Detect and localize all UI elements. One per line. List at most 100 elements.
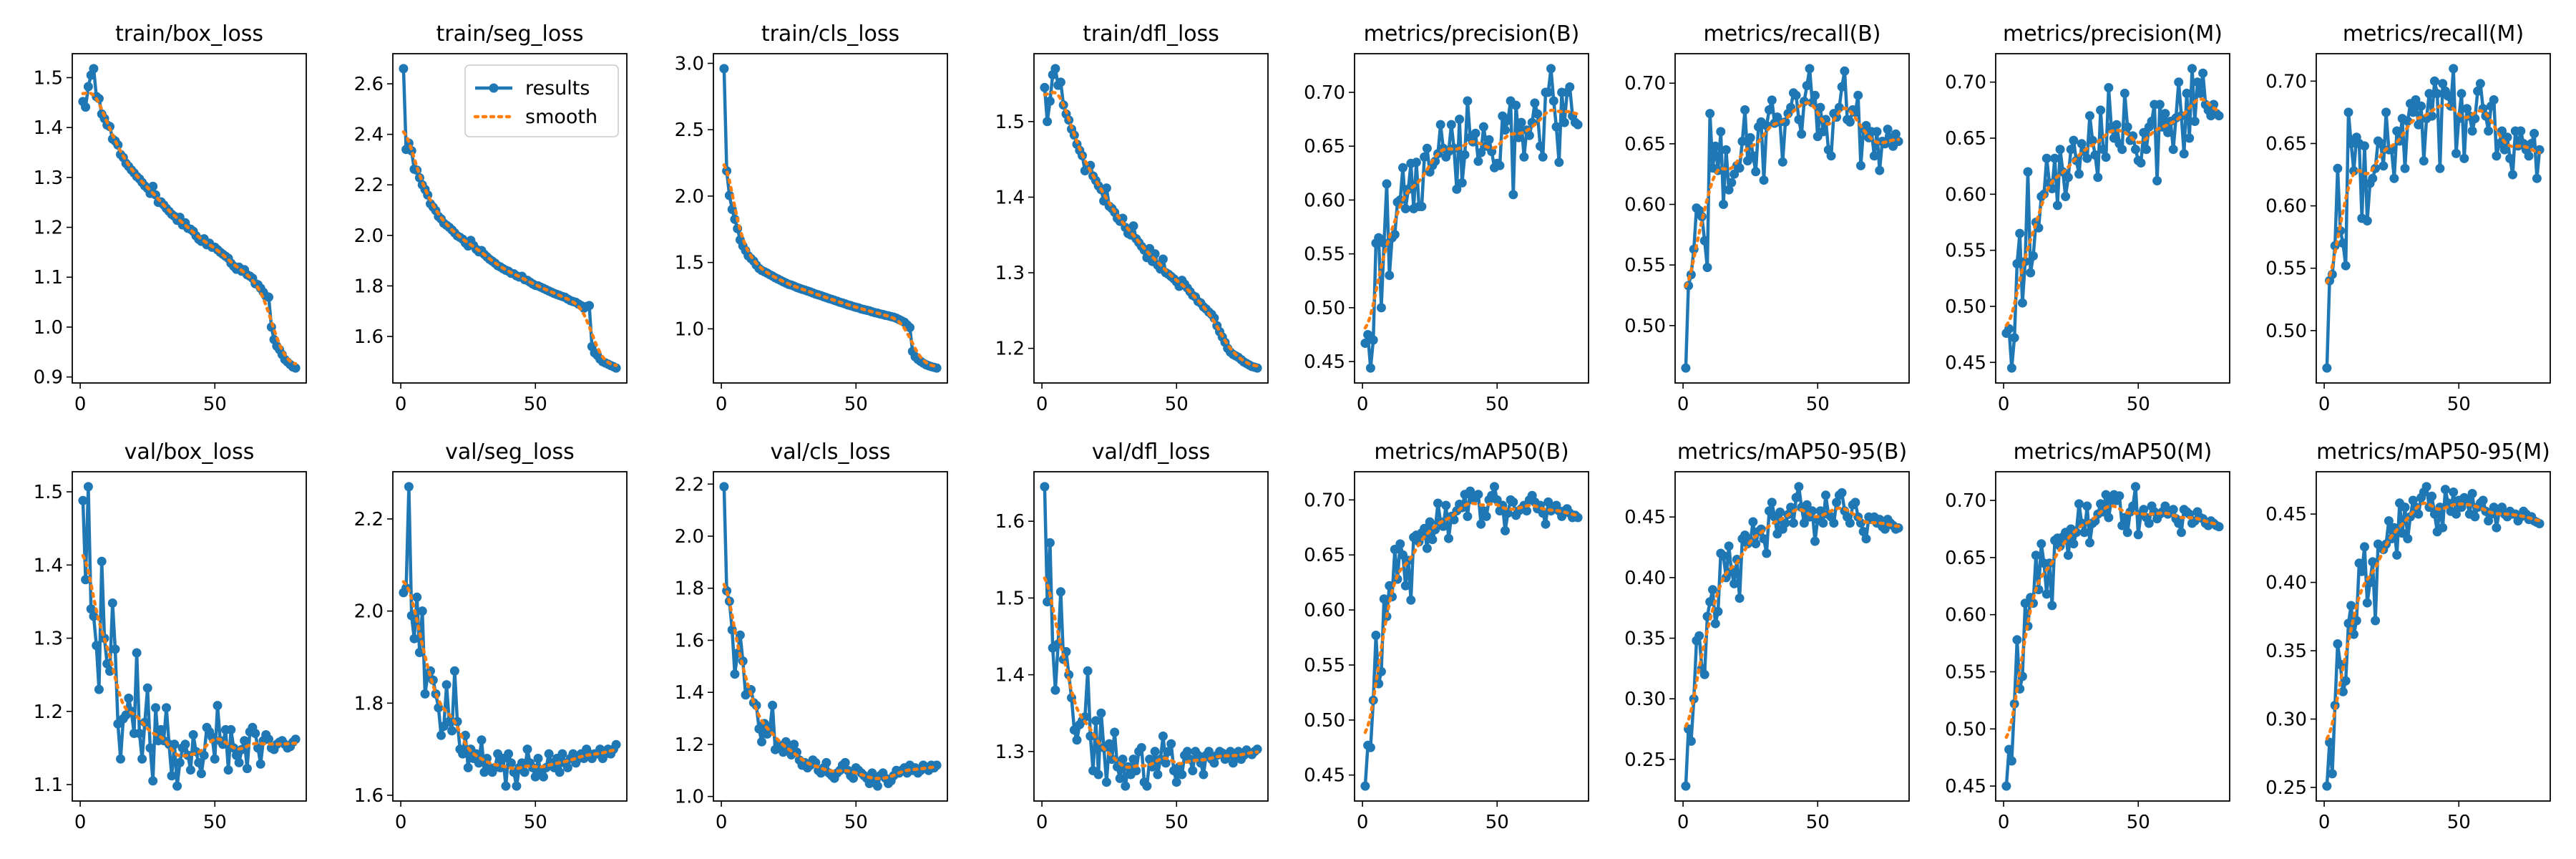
results-point — [1045, 96, 1055, 106]
results-point — [2147, 117, 2157, 126]
results-point — [1765, 105, 1774, 115]
results-point — [1837, 487, 1847, 498]
results-point — [234, 757, 244, 767]
results-point — [1702, 263, 1712, 273]
results-point — [1050, 685, 1060, 695]
results-series-line — [2004, 485, 2220, 787]
axes-frame — [72, 471, 307, 802]
x-tick-label: 50 — [1165, 812, 1189, 833]
results-point — [1791, 90, 1801, 100]
results-point — [2117, 145, 2127, 155]
results-point — [2090, 150, 2100, 160]
results-point — [2074, 499, 2084, 509]
y-tick-label: 0.25 — [2265, 777, 2307, 799]
subplot-title: val/dfl_loss — [1092, 440, 1210, 465]
y-tick-label: 1.3 — [995, 742, 1025, 763]
results-point — [135, 729, 145, 738]
x-tick-label: 0 — [1357, 812, 1369, 833]
results-point — [1710, 618, 1720, 629]
results-point — [1522, 506, 1532, 516]
results-point — [1115, 773, 1125, 783]
results-point — [2119, 88, 2129, 98]
results-point — [2029, 251, 2038, 261]
results-point — [2155, 100, 2165, 110]
results-point — [2128, 501, 2138, 511]
results-point — [412, 592, 422, 602]
results-point — [1096, 708, 1106, 718]
results-point — [840, 757, 850, 767]
results-point — [2392, 126, 2402, 136]
results-point — [1209, 758, 1219, 768]
results-point — [1390, 230, 1400, 240]
results-point — [185, 765, 195, 775]
results-point — [1395, 539, 1405, 549]
results-point — [441, 680, 452, 690]
subplot-val-box-loss: val/box_loss 0 50 1.1 1.2 1.3 1.4 1.5 — [34, 440, 307, 833]
results-point — [1400, 581, 1410, 591]
results-point — [1481, 511, 1491, 521]
results-point — [1834, 102, 1844, 112]
subplot-metrics-map50-m-: metrics/mAP50(M) 0 50 0.45 0.50 0.55 0.60 0.65 0… — [1945, 440, 2230, 833]
x-tick-label: 50 — [1485, 394, 1509, 415]
results-point — [1829, 518, 1839, 528]
results-point — [1821, 490, 1830, 500]
results-point — [2354, 558, 2364, 568]
y-tick-label: 2.6 — [354, 74, 384, 95]
results-point — [188, 730, 198, 739]
results-point — [1694, 631, 1704, 641]
results-point — [1422, 143, 1432, 153]
results-point — [2009, 333, 2019, 343]
results-point — [1420, 152, 1430, 162]
results-point — [2427, 111, 2437, 121]
x-tick-label: 50 — [2447, 394, 2471, 415]
results-point — [1513, 132, 1523, 142]
results-point — [1425, 517, 1435, 527]
results-point — [1199, 770, 1209, 780]
results-point — [264, 734, 273, 744]
results-point — [1484, 135, 1494, 145]
results-point — [1810, 536, 1820, 546]
results-point — [789, 739, 799, 749]
results-point — [1775, 508, 1785, 517]
subplot-title: metrics/precision(B) — [1364, 21, 1580, 47]
smooth-series-line — [1043, 576, 1259, 770]
results-point — [2322, 781, 2332, 791]
results-point — [1815, 506, 1825, 516]
results-point — [1551, 122, 1561, 132]
y-tick-label: 0.70 — [1945, 490, 1986, 512]
results-point — [1465, 486, 1475, 496]
smooth-series-line — [1684, 101, 1901, 288]
results-point — [1110, 727, 1120, 737]
results-point — [1470, 128, 1480, 138]
results-point — [1495, 160, 1505, 170]
results-point — [2004, 744, 2014, 754]
y-tick-label: 1.0 — [675, 787, 704, 808]
results-point — [2069, 135, 2079, 145]
y-tick-label: 0.55 — [1624, 255, 1666, 276]
results-point — [1476, 147, 1486, 157]
results-point — [2516, 126, 2526, 136]
results-point — [240, 736, 250, 746]
results-point — [557, 749, 567, 759]
results-point — [2023, 167, 2033, 177]
results-point — [611, 739, 621, 749]
results-point — [2484, 126, 2494, 136]
results-point — [2177, 528, 2186, 538]
results-point — [2527, 139, 2537, 148]
results-point — [544, 749, 554, 759]
results-point — [2368, 173, 2378, 183]
y-tick-label: 1.2 — [995, 339, 1025, 360]
x-tick-label: 50 — [1165, 394, 1189, 415]
y-tick-label: 0.70 — [1624, 73, 1666, 94]
results-point — [2192, 77, 2202, 87]
subplot-title: metrics/mAP50-95(M) — [2316, 440, 2550, 465]
results-point — [148, 776, 158, 786]
results-point — [1780, 518, 1790, 528]
y-tick-label: 2.4 — [354, 125, 384, 146]
results-point — [1845, 518, 1855, 528]
results-point — [2144, 518, 2154, 528]
y-tick-label: 0.9 — [34, 367, 63, 389]
y-tick-label: 0.30 — [1624, 689, 1666, 710]
results-point — [2379, 161, 2389, 171]
results-point — [1420, 523, 1430, 533]
